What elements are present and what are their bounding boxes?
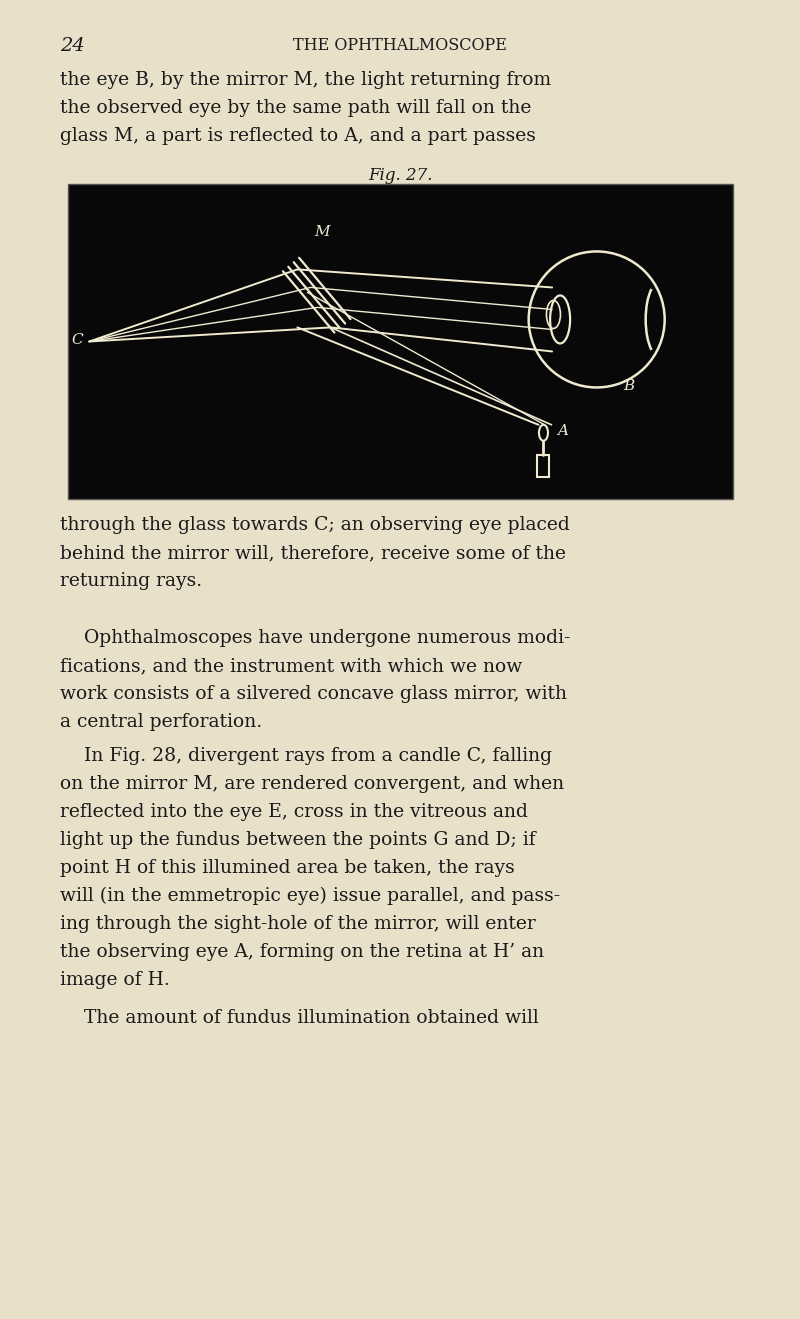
Text: light up the fundus between the points G and D; if: light up the fundus between the points G… (60, 831, 536, 849)
Text: glass M, a part is reflected to A, and a part passes: glass M, a part is reflected to A, and a… (60, 127, 536, 145)
Text: the observing eye A, forming on the retina at H’ an: the observing eye A, forming on the reti… (60, 943, 544, 962)
Text: 24: 24 (60, 37, 85, 55)
Text: Ophthalmoscopes have undergone numerous modi-: Ophthalmoscopes have undergone numerous … (60, 629, 570, 648)
Text: The amount of fundus illumination obtained will: The amount of fundus illumination obtain… (60, 1009, 538, 1028)
Text: ing through the sight-hole of the mirror, will enter: ing through the sight-hole of the mirror… (60, 915, 536, 933)
Bar (538, 455, 550, 476)
Text: through the glass towards C; an observing eye placed: through the glass towards C; an observin… (60, 516, 570, 534)
Text: A: A (558, 423, 569, 438)
Text: the observed eye by the same path will fall on the: the observed eye by the same path will f… (60, 99, 531, 117)
Text: In Fig. 28, divergent rays from a candle C, falling: In Fig. 28, divergent rays from a candle… (60, 747, 552, 765)
Text: reflected into the eye E, cross in the vitreous and: reflected into the eye E, cross in the v… (60, 803, 528, 820)
Text: C: C (72, 332, 83, 347)
Bar (68, 183, 733, 499)
Text: B: B (623, 380, 634, 393)
Text: point H of this illumined area be taken, the rays: point H of this illumined area be taken,… (60, 859, 514, 877)
Text: fications, and the instrument with which we now: fications, and the instrument with which… (60, 657, 522, 675)
Text: image of H.: image of H. (60, 971, 170, 989)
Text: work consists of a silvered concave glass mirror, with: work consists of a silvered concave glas… (60, 685, 567, 703)
Text: returning rays.: returning rays. (60, 572, 202, 590)
Text: Fig. 27.: Fig. 27. (368, 168, 432, 183)
Text: THE OPHTHALMOSCOPE: THE OPHTHALMOSCOPE (293, 37, 507, 54)
Text: M: M (314, 226, 330, 240)
Text: behind the mirror will, therefore, receive some of the: behind the mirror will, therefore, recei… (60, 543, 566, 562)
Text: a central perforation.: a central perforation. (60, 714, 262, 731)
Text: on the mirror M, are rendered convergent, and when: on the mirror M, are rendered convergent… (60, 776, 564, 793)
Text: will (in the emmetropic eye) issue parallel, and pass-: will (in the emmetropic eye) issue paral… (60, 886, 560, 905)
Text: the eye B, by the mirror M, the light returning from: the eye B, by the mirror M, the light re… (60, 71, 551, 88)
